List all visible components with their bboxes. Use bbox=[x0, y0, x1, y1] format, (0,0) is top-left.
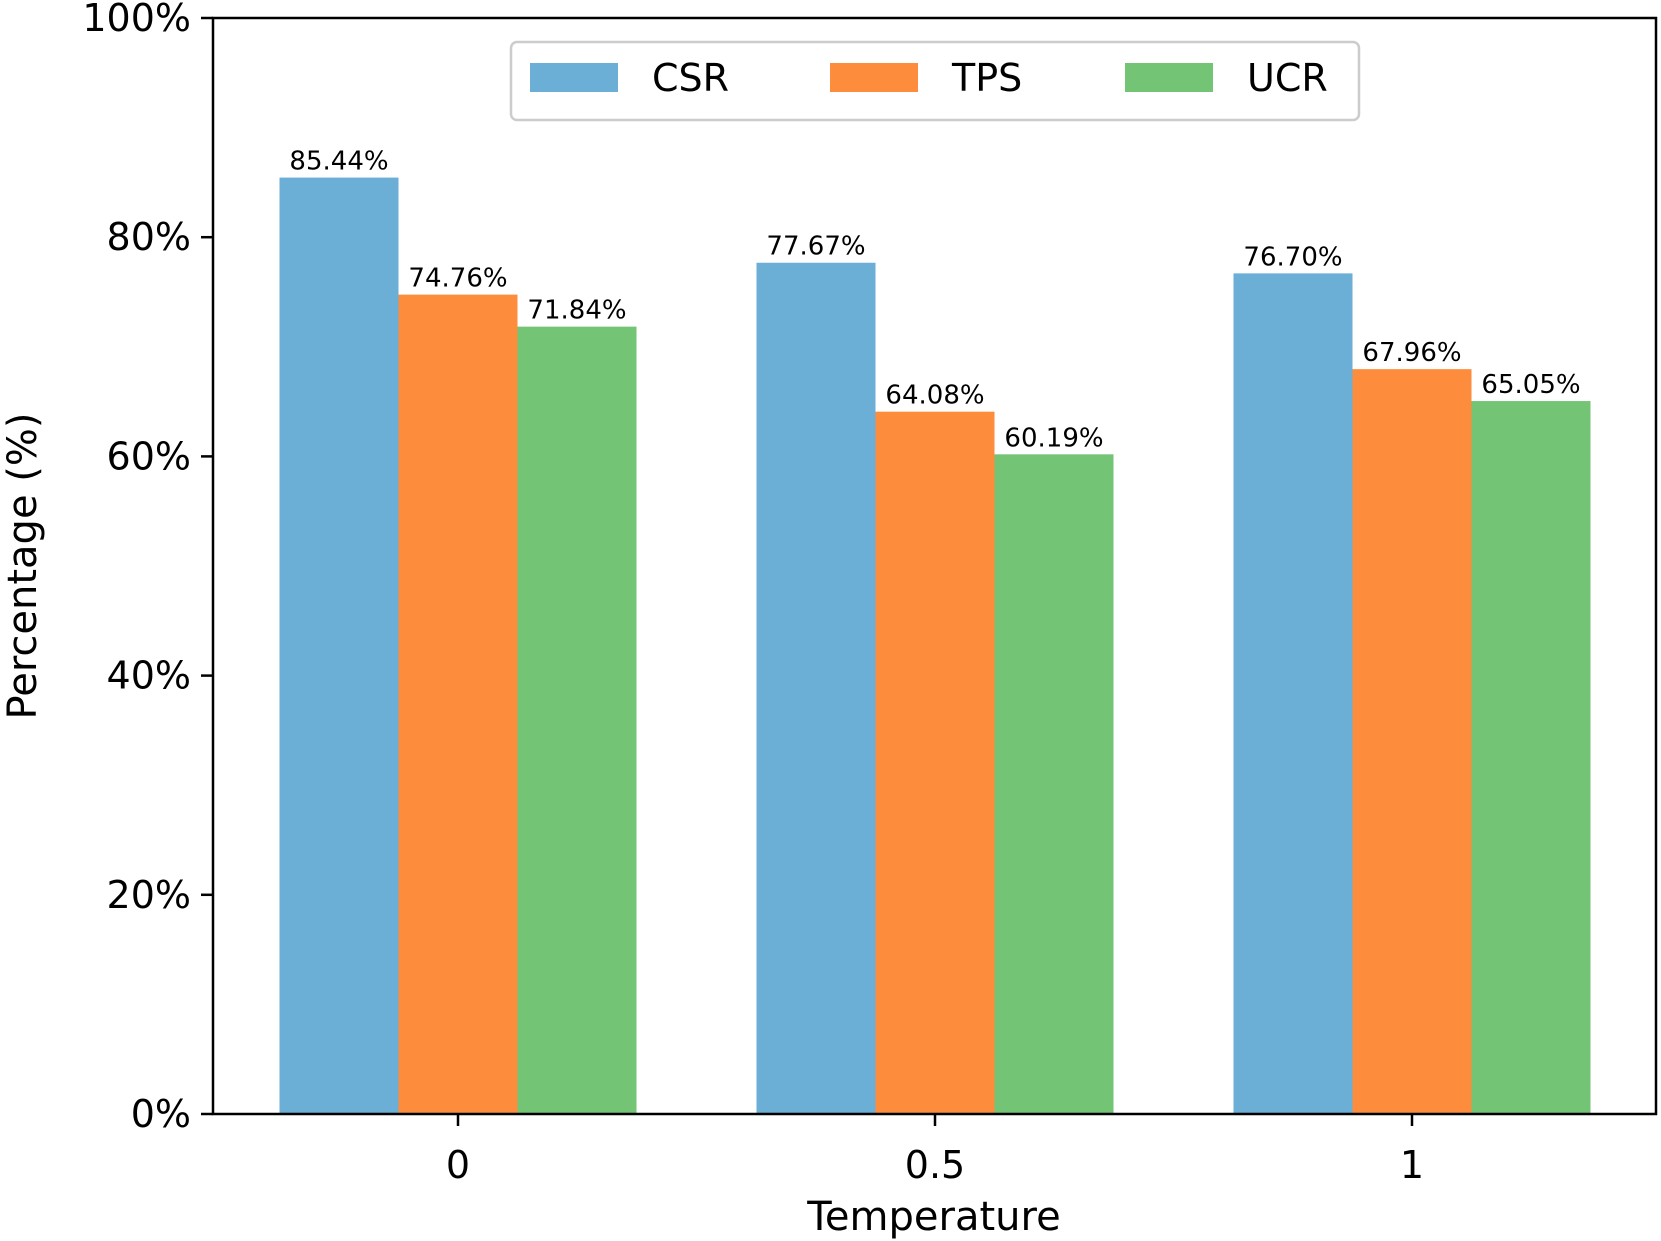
data-labels-layer: 85.44% 77.67% 76.70% 74.76% 64.08% 67.96% 71.8… bbox=[289, 147, 1580, 454]
x-tick-label: 0 bbox=[446, 1143, 470, 1187]
y-tick-label: 40% bbox=[107, 654, 191, 698]
bar-csr-1 bbox=[756, 262, 876, 1114]
x-axis-title: Temperature bbox=[806, 1194, 1060, 1240]
data-label-csr-2: 76.70% bbox=[1243, 242, 1342, 272]
legend-swatch-ucr bbox=[1125, 63, 1213, 92]
bar-tps-2 bbox=[1352, 369, 1472, 1114]
x-tick-label: 0.5 bbox=[905, 1143, 965, 1187]
bar-tps-0 bbox=[398, 294, 518, 1115]
legend-label-csr: CSR bbox=[652, 56, 729, 100]
bar-csr-0 bbox=[279, 177, 399, 1114]
data-label-tps-2: 67.96% bbox=[1362, 338, 1461, 368]
bar-ucr-0 bbox=[517, 326, 637, 1114]
data-label-csr-1: 77.67% bbox=[766, 232, 865, 262]
x-axis: 0 0.5 1 bbox=[446, 1114, 1424, 1187]
legend-box bbox=[509, 40, 1361, 122]
y-tick-label: 20% bbox=[107, 873, 191, 917]
y-tick-label: 0% bbox=[131, 1092, 191, 1136]
y-axis: 0% 20% 40% 60% 80% 100% bbox=[82, 0, 213, 1136]
bar-csr-2 bbox=[1233, 273, 1353, 1114]
data-label-tps-0: 74.76% bbox=[408, 264, 507, 294]
data-label-ucr-0: 71.84% bbox=[527, 296, 626, 326]
bar-ucr-1 bbox=[994, 454, 1114, 1114]
data-label-ucr-1: 60.19% bbox=[1004, 423, 1103, 453]
bars-layer bbox=[279, 177, 1591, 1115]
bar-ucr-2 bbox=[1471, 401, 1591, 1114]
legend-swatch-csr bbox=[530, 63, 618, 92]
data-label-tps-1: 64.08% bbox=[885, 381, 984, 411]
legend-label-ucr: UCR bbox=[1247, 56, 1328, 100]
y-tick-label: 80% bbox=[107, 215, 191, 259]
legend-label-tps: TPS bbox=[951, 56, 1022, 100]
y-axis-title: Percentage (%) bbox=[0, 413, 46, 720]
bar-tps-1 bbox=[875, 411, 995, 1114]
legend: CSR TPS UCR bbox=[509, 40, 1361, 122]
data-label-csr-0: 85.44% bbox=[289, 147, 388, 177]
data-label-ucr-2: 65.05% bbox=[1481, 370, 1580, 400]
y-tick-label: 100% bbox=[82, 0, 191, 40]
x-tick-label: 1 bbox=[1400, 1143, 1424, 1187]
y-tick-label: 60% bbox=[107, 434, 191, 478]
legend-swatch-tps bbox=[830, 63, 918, 92]
